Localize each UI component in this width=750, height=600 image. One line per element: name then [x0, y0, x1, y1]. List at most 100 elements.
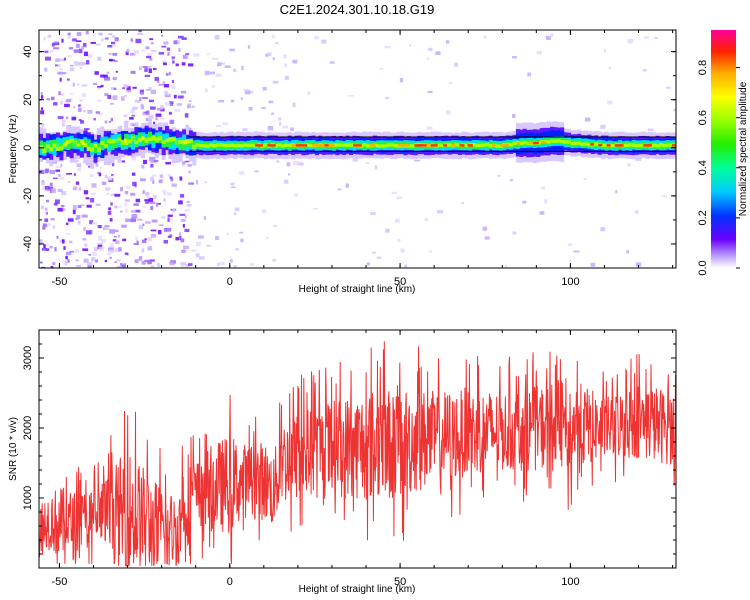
heatmap-cell — [497, 174, 501, 177]
heatmap-cell — [607, 100, 613, 105]
heatmap-cell — [178, 232, 182, 237]
heatmap-cell — [271, 112, 274, 115]
heatmap-cell — [202, 143, 207, 148]
heatmap-cell — [271, 34, 275, 39]
heatmap-cell — [141, 136, 145, 140]
heatmap-cell — [109, 218, 113, 222]
heatmap-cell — [277, 143, 282, 147]
heatmap-cell — [160, 117, 166, 120]
heatmap-cell — [61, 92, 65, 97]
heatmap-cell — [41, 266, 46, 268]
heatmap-cell — [73, 106, 76, 109]
heatmap-cell — [362, 142, 367, 147]
heatmap-cell — [117, 137, 122, 142]
heatmap-cell — [157, 230, 162, 235]
heatmap-cell — [150, 234, 157, 238]
heatmap-cell — [261, 107, 266, 110]
heatmap-cell — [88, 254, 91, 256]
heatmap-cell — [383, 144, 388, 148]
heatmap-cell — [74, 61, 79, 66]
heatmap-cell — [192, 144, 197, 150]
heatmap-cell — [563, 140, 568, 144]
x-tick-label: -50 — [51, 576, 67, 588]
heatmap-cell — [85, 197, 90, 200]
heatmap-cell — [173, 40, 178, 45]
heatmap-cell — [399, 78, 403, 83]
heatmap-cell — [184, 160, 190, 163]
heatmap-cell — [101, 38, 104, 42]
heatmap-cell — [145, 221, 151, 224]
heatmap-cell — [184, 228, 190, 233]
heatmap-cell — [81, 214, 88, 218]
heatmap-cell — [126, 48, 130, 53]
heatmap-cell — [196, 180, 199, 185]
heatmap-cell — [104, 37, 109, 40]
heatmap-cell — [167, 217, 170, 222]
heatmap-cell — [291, 144, 299, 147]
heatmap-cell — [64, 142, 68, 146]
heatmap-cell — [144, 238, 147, 241]
heatmap-cell — [234, 207, 240, 212]
heatmap-cell — [61, 120, 66, 123]
heatmap-cell — [445, 40, 450, 44]
heatmap-cell — [47, 223, 52, 227]
heatmap-cell — [45, 168, 49, 173]
heatmap-cell — [164, 101, 171, 107]
heatmap-cell — [544, 199, 547, 204]
heatmap-cell — [658, 143, 663, 147]
heatmap-cell — [40, 261, 43, 264]
heatmap-cell — [151, 41, 154, 45]
heatmap-cell — [82, 248, 89, 251]
heatmap-cell — [504, 265, 508, 268]
heatmap-cell — [52, 161, 57, 164]
heatmap-cell — [122, 262, 126, 265]
heatmap-cell — [85, 60, 90, 65]
heatmap-cell — [114, 261, 117, 263]
heatmap-cell — [437, 143, 442, 147]
heatmap-cell — [163, 239, 169, 244]
heatmap-cell — [195, 143, 200, 147]
heatmap-cell — [150, 176, 154, 182]
heatmap-cell — [61, 191, 67, 196]
heatmap-cell — [131, 172, 136, 176]
heatmap-cell — [164, 90, 168, 96]
heatmap-cell — [110, 102, 114, 105]
heatmap-cell — [631, 143, 636, 147]
heatmap-cell — [614, 144, 624, 147]
heatmap-cell — [62, 122, 65, 127]
heatmap-cell — [97, 171, 101, 174]
heatmap-cell — [122, 87, 125, 90]
heatmap-cell — [174, 109, 181, 112]
heatmap-cell — [212, 84, 215, 88]
heatmap-cell — [145, 46, 150, 50]
heatmap-cell — [110, 174, 114, 176]
heatmap-cell — [168, 111, 172, 115]
heatmap-cell — [246, 143, 251, 148]
heatmap-cell — [175, 63, 179, 67]
heatmap-cell — [66, 143, 71, 151]
heatmap-cell — [147, 246, 153, 251]
heatmap-cell — [124, 95, 127, 97]
heatmap-cell — [218, 261, 225, 265]
heatmap-cell — [374, 165, 378, 170]
heatmap-cell — [229, 48, 235, 52]
heatmap-cell — [222, 143, 227, 148]
heatmap-cell — [124, 252, 129, 255]
heatmap-cell — [316, 144, 323, 147]
heatmap-cell — [140, 105, 145, 110]
heatmap-cell — [103, 144, 108, 148]
heatmap-cell — [150, 49, 157, 52]
heatmap-cell — [386, 143, 391, 147]
heatmap-cell — [83, 128, 88, 133]
y-tick-label: 3000 — [22, 346, 34, 370]
heatmap-cell — [209, 143, 214, 147]
heatmap-cell — [292, 102, 296, 107]
heatmap-cell — [120, 96, 125, 101]
heatmap-cell — [512, 113, 516, 118]
heatmap-cell — [83, 109, 86, 113]
heatmap-cell — [284, 63, 287, 68]
heatmap-cell — [365, 161, 369, 165]
heatmap-cell — [57, 64, 61, 67]
heatmap-cell — [42, 186, 46, 190]
heatmap-cell — [73, 141, 77, 145]
